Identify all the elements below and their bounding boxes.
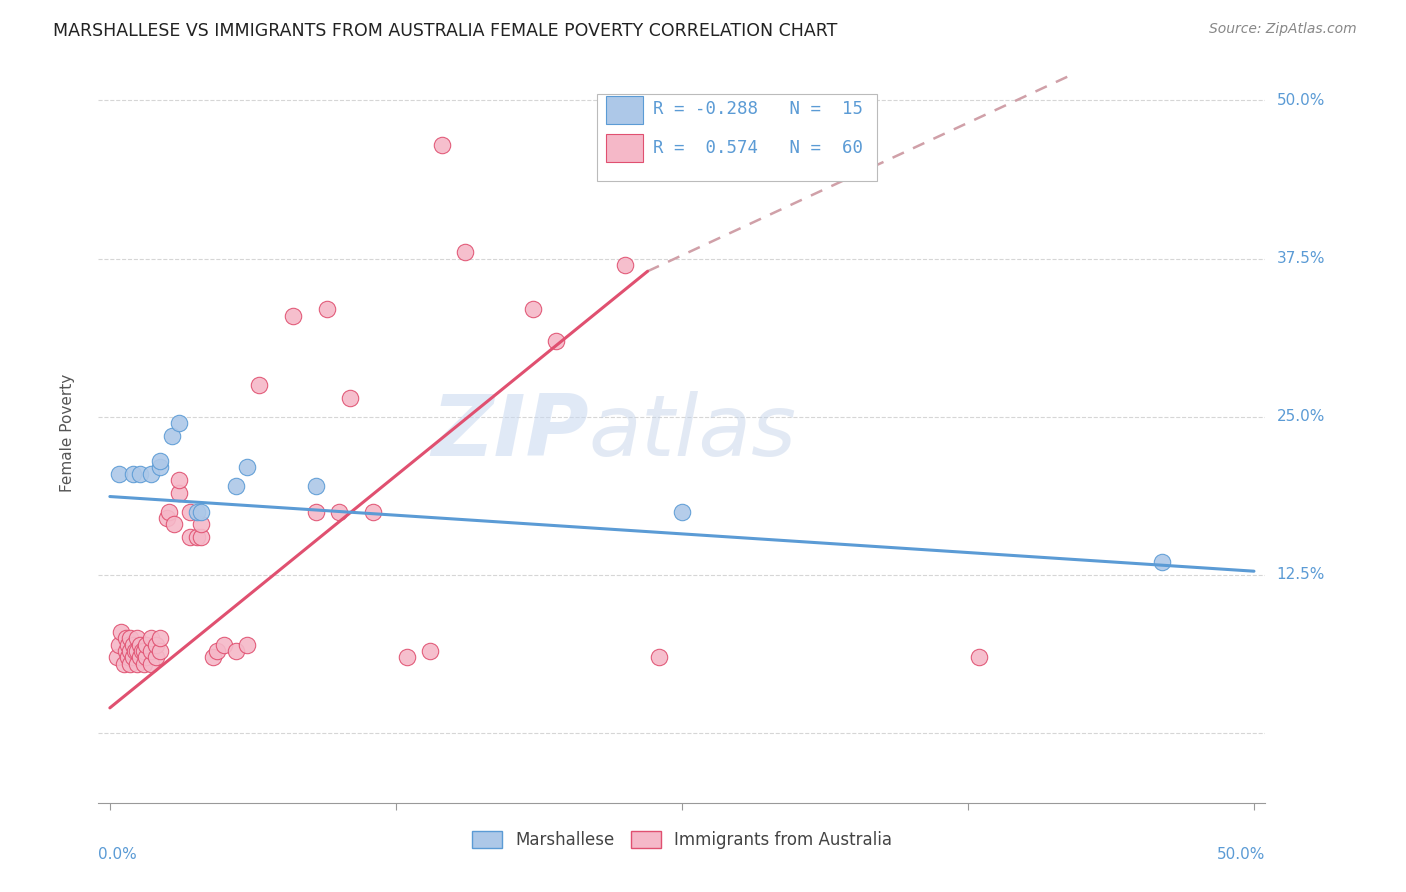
Point: [305, 505, 328, 519]
Point: [1152, 555, 1174, 569]
Text: 0.0%: 0.0%: [98, 847, 138, 863]
Point: [430, 137, 453, 152]
Point: [108, 638, 131, 652]
FancyBboxPatch shape: [596, 94, 877, 181]
Point: [648, 650, 671, 665]
Point: [236, 460, 259, 475]
Point: [127, 657, 149, 671]
Point: [157, 505, 180, 519]
Point: [163, 517, 186, 532]
Text: 50.0%: 50.0%: [1277, 93, 1324, 108]
Text: R = -0.288   N =  15: R = -0.288 N = 15: [652, 100, 863, 118]
Point: [671, 505, 693, 519]
Y-axis label: Female Poverty: Female Poverty: [60, 374, 75, 491]
Text: Source: ZipAtlas.com: Source: ZipAtlas.com: [1209, 22, 1357, 37]
Point: [110, 624, 132, 639]
Point: [105, 650, 128, 665]
Text: MARSHALLESE VS IMMIGRANTS FROM AUSTRALIA FEMALE POVERTY CORRELATION CHART: MARSHALLESE VS IMMIGRANTS FROM AUSTRALIA…: [53, 22, 838, 40]
Point: [167, 485, 190, 500]
Point: [453, 245, 475, 260]
Point: [124, 644, 146, 658]
Point: [167, 416, 190, 430]
Point: [201, 650, 224, 665]
Point: [247, 378, 270, 392]
Point: [544, 334, 567, 348]
Point: [117, 638, 139, 652]
Point: [135, 638, 157, 652]
Point: [134, 644, 156, 658]
Legend: Marshallese, Immigrants from Australia: Marshallese, Immigrants from Australia: [464, 822, 900, 857]
Point: [328, 505, 350, 519]
Point: [160, 429, 183, 443]
Point: [134, 657, 156, 671]
Point: [127, 644, 149, 658]
Point: [316, 302, 339, 317]
Point: [120, 644, 142, 658]
Point: [108, 467, 131, 481]
FancyBboxPatch shape: [606, 135, 644, 162]
Text: 12.5%: 12.5%: [1277, 567, 1324, 582]
Point: [139, 657, 162, 671]
Point: [236, 638, 259, 652]
Point: [207, 644, 229, 658]
Point: [121, 638, 143, 652]
Point: [135, 650, 157, 665]
Point: [522, 302, 544, 317]
Point: [190, 505, 212, 519]
Point: [145, 638, 167, 652]
Point: [127, 632, 149, 646]
Point: [115, 644, 138, 658]
Point: [179, 530, 201, 544]
Point: [225, 479, 247, 493]
Point: [128, 650, 150, 665]
Point: [145, 650, 167, 665]
FancyBboxPatch shape: [606, 95, 644, 124]
Point: [117, 650, 139, 665]
Point: [361, 505, 384, 519]
Text: 37.5%: 37.5%: [1277, 252, 1324, 266]
Point: [214, 638, 236, 652]
Point: [120, 657, 142, 671]
Point: [139, 644, 162, 658]
Point: [339, 391, 361, 405]
Point: [190, 530, 212, 544]
Point: [115, 632, 138, 646]
Text: 25.0%: 25.0%: [1277, 409, 1324, 425]
Point: [120, 632, 142, 646]
Point: [121, 467, 143, 481]
Point: [128, 638, 150, 652]
Point: [396, 650, 419, 665]
Point: [190, 517, 212, 532]
Point: [419, 644, 441, 658]
Point: [131, 644, 153, 658]
Point: [149, 454, 172, 468]
Point: [112, 657, 135, 671]
Point: [121, 650, 143, 665]
Point: [139, 467, 162, 481]
Point: [186, 530, 208, 544]
Point: [186, 505, 208, 519]
Point: [225, 644, 247, 658]
Text: atlas: atlas: [589, 391, 797, 475]
Point: [149, 632, 172, 646]
Text: R =  0.574   N =  60: R = 0.574 N = 60: [652, 138, 863, 157]
Point: [613, 258, 636, 272]
Point: [179, 505, 201, 519]
Point: [139, 632, 162, 646]
Point: [149, 460, 172, 475]
Text: ZIP: ZIP: [430, 391, 589, 475]
Point: [128, 467, 150, 481]
Point: [969, 650, 991, 665]
Text: 50.0%: 50.0%: [1218, 847, 1265, 863]
Point: [167, 473, 190, 487]
Point: [149, 644, 172, 658]
Point: [156, 511, 179, 525]
Point: [305, 479, 328, 493]
Point: [281, 309, 304, 323]
